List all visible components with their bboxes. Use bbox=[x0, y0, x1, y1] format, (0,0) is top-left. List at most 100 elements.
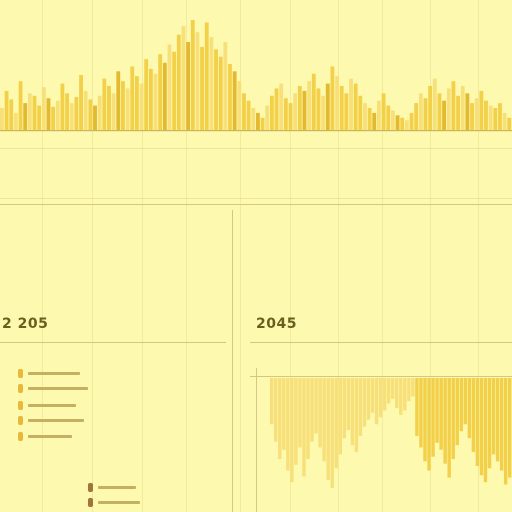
legend-item bbox=[88, 482, 136, 492]
top-chart-bar bbox=[256, 112, 260, 130]
top-chart-bar bbox=[423, 98, 428, 130]
top-chart-bar bbox=[125, 88, 130, 130]
bottom-chart-bar bbox=[483, 378, 488, 483]
top-chart-bar bbox=[442, 100, 447, 130]
top-chart-bar bbox=[93, 105, 97, 130]
top-chart-bar bbox=[484, 100, 488, 130]
bottom-chart-bar bbox=[399, 378, 403, 416]
top-chart-bar bbox=[498, 103, 502, 130]
chart-baseline bbox=[250, 376, 512, 377]
top-chart-bar bbox=[190, 20, 195, 130]
legend-swatch-gold bbox=[18, 415, 23, 425]
top-chart-bar bbox=[65, 93, 70, 130]
bottom-chart-bar bbox=[395, 378, 399, 409]
bottom-chart-bar bbox=[495, 378, 500, 462]
bottom-chart-bar bbox=[415, 378, 419, 436]
bottom-chart-bar bbox=[443, 378, 447, 464]
top-chart-bar bbox=[390, 110, 395, 130]
bottom-chart-bar bbox=[463, 378, 468, 425]
placeholder-text-line bbox=[2, 237, 198, 244]
top-chart-bar bbox=[23, 103, 28, 130]
top-chart-bar bbox=[437, 93, 442, 130]
bottom-chart-bar bbox=[419, 378, 423, 448]
bottom-chart-bar bbox=[471, 378, 476, 453]
bottom-chart-bar bbox=[286, 378, 290, 471]
placeholder-text-line bbox=[130, 464, 142, 471]
bottom-bar-chart-svg bbox=[270, 378, 512, 488]
top-chart-bar bbox=[377, 100, 381, 130]
top-chart-bar bbox=[432, 78, 437, 130]
top-chart-bar bbox=[470, 103, 474, 130]
placeholder-text-line bbox=[2, 276, 172, 283]
top-chart-bar bbox=[134, 76, 139, 130]
top-chart-bar bbox=[214, 49, 218, 130]
bottom-chart-bar bbox=[507, 378, 512, 478]
top-chart-bar bbox=[488, 105, 493, 130]
bottom-chart-bar bbox=[366, 378, 371, 420]
bottom-chart-bar bbox=[310, 378, 314, 442]
legend-item bbox=[18, 383, 88, 393]
top-chart-bar bbox=[395, 115, 400, 130]
bottom-chart-bar bbox=[298, 378, 302, 448]
top-chart-bar bbox=[465, 93, 470, 130]
bottom-chart-bar bbox=[362, 378, 367, 427]
top-chart-bar bbox=[102, 78, 107, 130]
bottom-chart-bar bbox=[382, 378, 387, 411]
bottom-chart-bar bbox=[491, 378, 496, 455]
bottom-chart-bar bbox=[435, 378, 439, 443]
bottom-chart-bar bbox=[318, 378, 322, 448]
top-chart-bar bbox=[46, 98, 51, 130]
bottom-chart-bar bbox=[302, 378, 306, 477]
top-chart-bar bbox=[367, 108, 372, 130]
legend-item bbox=[18, 400, 76, 410]
placeholder-text-line bbox=[256, 276, 346, 283]
top-chart-bar bbox=[9, 99, 14, 130]
top-chart-bar bbox=[130, 66, 135, 130]
bottom-chart-bar bbox=[358, 378, 363, 436]
top-chart-bar bbox=[358, 95, 363, 130]
panel-heading-right bbox=[254, 215, 294, 222]
placeholder-text-line bbox=[2, 190, 144, 197]
bottom-chart-bar bbox=[391, 378, 395, 399]
bottom-chart-bar bbox=[350, 378, 355, 446]
top-chart-bar bbox=[121, 81, 125, 130]
top-chart-bar bbox=[186, 42, 191, 130]
bottom-chart-bar bbox=[294, 378, 298, 465]
bottom-chart-bar bbox=[334, 378, 338, 469]
placeholder-text-line bbox=[394, 250, 508, 257]
placeholder-text-line bbox=[394, 263, 494, 270]
bottom-chart-bar bbox=[487, 378, 492, 469]
top-chart-bar bbox=[479, 90, 484, 130]
top-chart-bar bbox=[502, 112, 507, 130]
panel-separator bbox=[232, 210, 233, 512]
placeholder-text-line bbox=[2, 452, 14, 459]
top-chart-bar bbox=[414, 103, 419, 130]
bottom-chart-bar bbox=[330, 378, 334, 488]
legend-text bbox=[28, 371, 80, 375]
top-chart-bar bbox=[372, 112, 377, 130]
top-chart-bar bbox=[148, 68, 153, 130]
top-bar-chart bbox=[0, 0, 512, 140]
top-chart-bar bbox=[274, 88, 279, 130]
left-year-label: 2 205 bbox=[2, 316, 49, 332]
placeholder-text-line bbox=[2, 468, 14, 475]
top-chart-bar bbox=[218, 56, 223, 130]
bottom-chart-bar bbox=[374, 378, 379, 425]
top-chart-bar bbox=[311, 73, 316, 130]
placeholder-text-line bbox=[256, 250, 368, 257]
legend-item bbox=[18, 431, 72, 441]
top-chart-bar bbox=[232, 71, 237, 130]
top-chart-bar bbox=[111, 93, 116, 130]
top-chart-bar bbox=[493, 108, 498, 130]
legend-item bbox=[18, 368, 80, 378]
bottom-chart-bar bbox=[451, 378, 455, 460]
top-chart-bar bbox=[330, 66, 335, 130]
top-chart-bar bbox=[456, 95, 460, 130]
bottom-chart-bar bbox=[431, 378, 435, 457]
bottom-chart-bar bbox=[338, 378, 342, 455]
placeholder-text-line bbox=[2, 167, 216, 174]
top-chart-bar bbox=[60, 83, 65, 130]
top-chart-bar bbox=[97, 95, 102, 130]
top-chart-bar bbox=[172, 51, 177, 130]
top-chart-bar bbox=[55, 100, 60, 130]
